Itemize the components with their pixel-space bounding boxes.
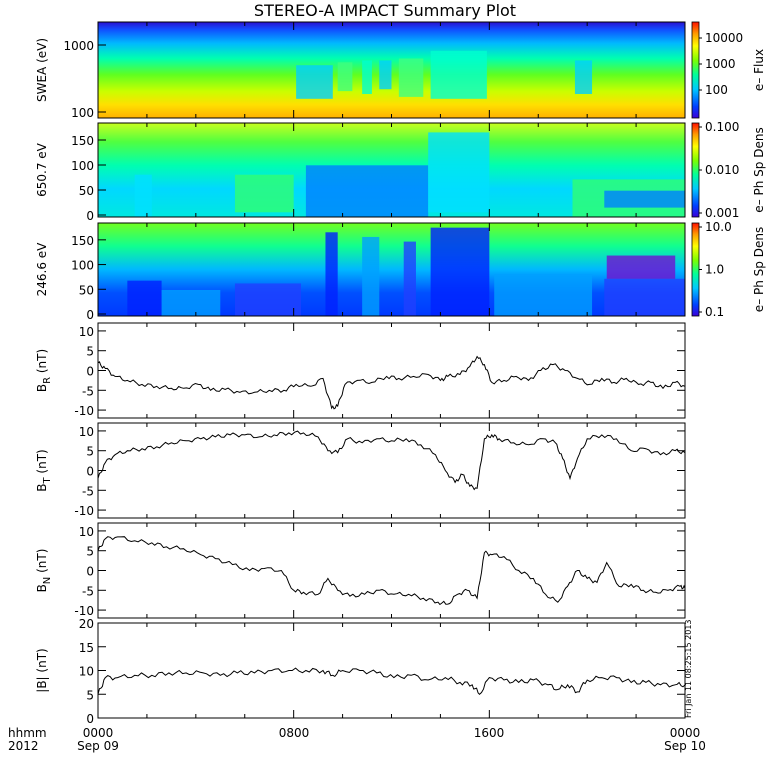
series-line: [97, 667, 686, 695]
spectrogram-streak: [604, 190, 685, 208]
spectrogram-streak: [234, 174, 294, 213]
colorbar-1: [691, 21, 700, 119]
spectrogram-streak: [428, 132, 490, 213]
colorbar-label: e– Ph Sp Dens: [752, 227, 766, 312]
y-tick-label: 10: [79, 665, 94, 679]
spectrogram-streak: [305, 165, 429, 217]
footer-hhmm: hhmm: [8, 726, 47, 740]
footer-end-date: Sep 10: [664, 739, 706, 753]
y-axis-label: BR (nT): [35, 349, 53, 392]
colorbar-label: e– Flux: [752, 49, 766, 91]
footer-time-0800: 0800: [279, 726, 310, 740]
spectrogram-streak: [403, 241, 416, 316]
spectrogram-streak: [362, 236, 380, 316]
y-tick-label: 15: [79, 641, 94, 655]
y-axis-label: |B| (nT): [35, 648, 49, 692]
spectrogram-streak: [379, 60, 392, 90]
y-tick-label: 5: [86, 345, 94, 359]
spectrogram-streak: [134, 174, 152, 217]
y-tick-label: -10: [74, 404, 94, 418]
y-tick-label: -10: [74, 504, 94, 518]
spectrogram-streak: [574, 60, 593, 94]
colorbar-tick-label: 0.001: [705, 206, 739, 220]
spectrogram-streak: [296, 65, 333, 99]
y-tick-label: 5: [86, 445, 94, 459]
colorbar-tick-label: 0.1: [705, 305, 724, 319]
y-tick-label: 10: [79, 325, 94, 339]
y-tick-label: 100: [71, 259, 94, 273]
spectrogram-streak: [127, 280, 162, 316]
spectrogram-streak: [161, 289, 221, 316]
footer-start-time: 0000: [83, 726, 114, 740]
spectrogram-streak: [234, 283, 302, 316]
y-tick-label: 10: [79, 425, 94, 439]
spectrogram-streak: [606, 255, 676, 279]
y-tick-label: 50: [79, 283, 94, 297]
y-tick-label: 5: [86, 688, 94, 702]
y-tick-label: 1000: [63, 39, 94, 53]
y-tick-label: 5: [86, 545, 94, 559]
spectrogram-streak: [430, 50, 487, 99]
spectrogram-streak: [494, 274, 593, 316]
generation-stamp: Fri Jan 11 08:25:15 2013: [684, 619, 693, 718]
footer-end-time: 0000: [670, 726, 701, 740]
y-tick-label: 0: [86, 712, 94, 726]
y-tick-label: 50: [79, 184, 94, 198]
colorbar-tick-label: 10000: [705, 31, 743, 45]
y-axis-label: 246.6 eV: [35, 242, 49, 297]
y-tick-label: -5: [82, 484, 94, 498]
colorbar-2: [691, 122, 700, 218]
colorbar-tick-label: 0.100: [705, 120, 739, 134]
panel-frame: [97, 622, 686, 719]
y-tick-label: 20: [79, 617, 94, 631]
spectrogram-streak: [325, 232, 338, 316]
y-tick-label: -5: [82, 584, 94, 598]
y-tick-label: 150: [71, 234, 94, 248]
y-tick-label: 0: [86, 465, 94, 479]
y-axis-label: 650.7 eV: [35, 142, 49, 197]
colorbar-tick-label: 10.0: [705, 220, 732, 234]
plot-title: STEREO-A IMPACT Summary Plot: [254, 1, 516, 20]
footer-time-1600: 1600: [474, 726, 505, 740]
colorbar-tick-label: 1000: [705, 57, 736, 71]
spectrogram-streak: [362, 60, 372, 94]
footer-year: 2012: [8, 739, 39, 753]
series-line: [97, 355, 686, 410]
colorbar-tick-label: 100: [705, 83, 728, 97]
colorbar-label: e– Ph Sp Dens: [752, 127, 766, 212]
spectrogram-streak: [337, 62, 353, 92]
colorbar-3: [691, 222, 700, 317]
series-line: [97, 430, 686, 491]
y-tick-label: 0: [86, 308, 94, 322]
y-tick-label: -5: [82, 384, 94, 398]
y-tick-label: 10: [79, 525, 94, 539]
y-axis-label: BN (nT): [35, 549, 53, 593]
colorbar-tick-label: 1.0: [705, 263, 724, 277]
series-line: [97, 536, 686, 606]
spectrogram-streak: [430, 227, 490, 316]
y-tick-label: 150: [71, 134, 94, 148]
y-tick-label: 0: [86, 209, 94, 223]
panel-frame: [97, 322, 686, 419]
spectrogram-streak: [604, 278, 685, 316]
y-tick-label: 100: [71, 159, 94, 173]
y-axis-label: SWEA (eV): [35, 38, 49, 102]
y-tick-label: 0: [86, 365, 94, 379]
spectrogram-streak: [398, 58, 424, 97]
footer-start-date: Sep 09: [77, 739, 119, 753]
panel-frame: [97, 522, 686, 619]
panel-frame: [97, 422, 686, 519]
y-tick-label: 0: [86, 565, 94, 579]
y-tick-label: 100: [71, 106, 94, 120]
y-axis-label: BT (nT): [35, 449, 53, 491]
y-tick-label: -10: [74, 604, 94, 618]
colorbar-tick-label: 0.010: [705, 163, 739, 177]
